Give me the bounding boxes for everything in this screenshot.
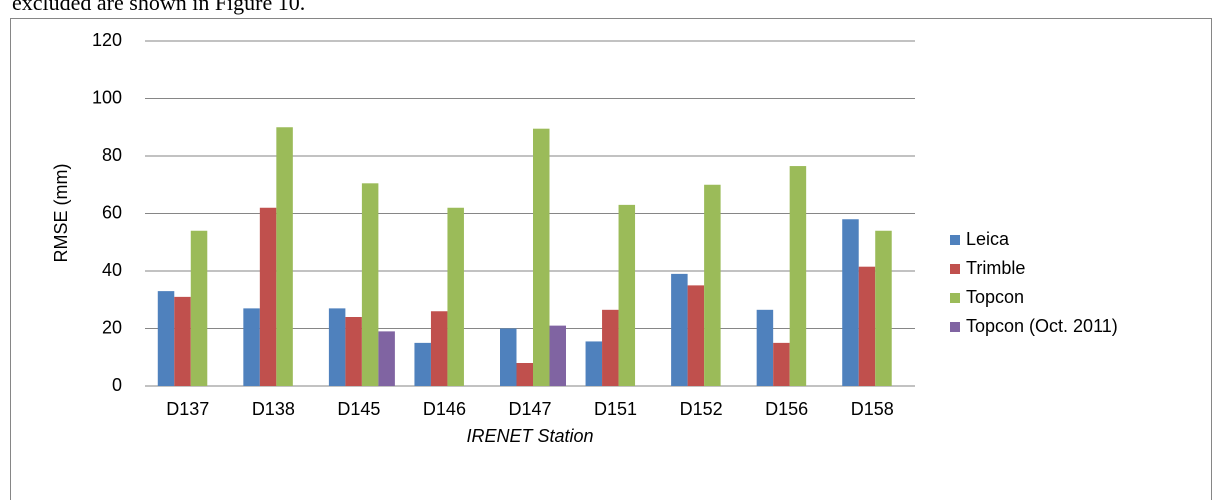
y-tick-label: 80 xyxy=(102,145,122,165)
bar xyxy=(378,331,395,386)
bar xyxy=(602,309,619,386)
bar xyxy=(243,308,260,386)
x-tick-label: D137 xyxy=(166,399,209,419)
legend-swatch xyxy=(950,293,960,303)
y-tick-label: 120 xyxy=(92,30,122,50)
page-text: excluded are shown in Figure 10. xyxy=(12,0,305,15)
x-axis-title: IRENET Station xyxy=(466,426,593,446)
bar xyxy=(789,166,807,386)
x-tick-label: D147 xyxy=(508,399,551,419)
y-tick-label: 0 xyxy=(112,375,122,395)
bar xyxy=(414,342,431,386)
bar xyxy=(671,273,688,386)
bar xyxy=(704,184,721,386)
x-tick-label: D158 xyxy=(851,399,894,419)
chart-border xyxy=(10,18,1212,500)
bar xyxy=(585,341,603,386)
bar xyxy=(533,128,550,386)
x-tick-label: D146 xyxy=(423,399,466,419)
bar xyxy=(328,308,346,386)
bar xyxy=(516,363,533,386)
legend-swatch xyxy=(950,322,960,332)
bar xyxy=(756,309,774,386)
legend-swatch xyxy=(950,264,960,274)
y-axis-title: RMSE (mm) xyxy=(51,164,71,263)
bar xyxy=(618,204,636,386)
bar xyxy=(430,311,448,386)
y-tick-label: 100 xyxy=(92,87,122,107)
legend-label: Topcon (Oct. 2011) xyxy=(966,316,1118,336)
bar xyxy=(276,127,293,386)
bar xyxy=(157,291,175,386)
legend-label: Topcon xyxy=(966,287,1024,307)
y-tick-label: 60 xyxy=(102,202,122,222)
bar xyxy=(361,183,379,386)
x-tick-label: D152 xyxy=(680,399,723,419)
legend-swatch xyxy=(950,235,960,245)
x-tick-label: D151 xyxy=(594,399,637,419)
legend-label: Trimble xyxy=(966,258,1025,278)
bar xyxy=(858,266,876,386)
bar xyxy=(174,296,191,386)
bar xyxy=(447,207,464,386)
bar xyxy=(259,207,277,386)
bar xyxy=(500,328,517,386)
bar xyxy=(190,230,208,386)
legend-label: Leica xyxy=(966,229,1010,249)
x-tick-label: D156 xyxy=(765,399,808,419)
bar xyxy=(345,317,362,386)
bar xyxy=(875,230,892,386)
bar xyxy=(549,325,566,386)
y-tick-label: 20 xyxy=(102,317,122,337)
y-tick-label: 40 xyxy=(102,260,122,280)
bar xyxy=(773,342,790,386)
bar xyxy=(687,285,705,386)
bar xyxy=(842,219,859,386)
x-tick-label: D145 xyxy=(337,399,380,419)
x-tick-label: D138 xyxy=(252,399,295,419)
